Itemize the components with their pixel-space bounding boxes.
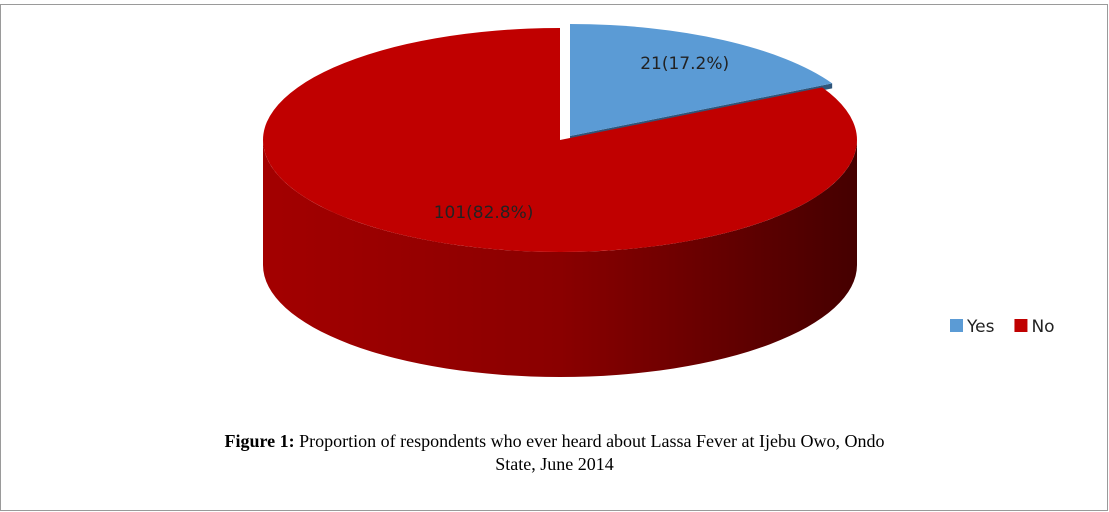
legend-swatch — [1014, 319, 1028, 332]
data-label: 21(17.2%) — [640, 54, 729, 74]
legend-label: Yes — [966, 317, 995, 337]
slice — [570, 24, 833, 136]
caption: Figure 1: Proportion of respondents who … — [0, 430, 1109, 476]
slice-side — [263, 140, 857, 377]
legend-label: No — [1031, 317, 1054, 337]
caption-label: Figure 1: — [224, 431, 295, 451]
caption-text: Proportion of respondents who ever heard… — [299, 431, 885, 474]
data-label: 101(82.8%) — [434, 203, 534, 223]
legend-swatch — [950, 319, 963, 332]
frame — [0, 4, 1108, 511]
slice — [263, 28, 857, 253]
